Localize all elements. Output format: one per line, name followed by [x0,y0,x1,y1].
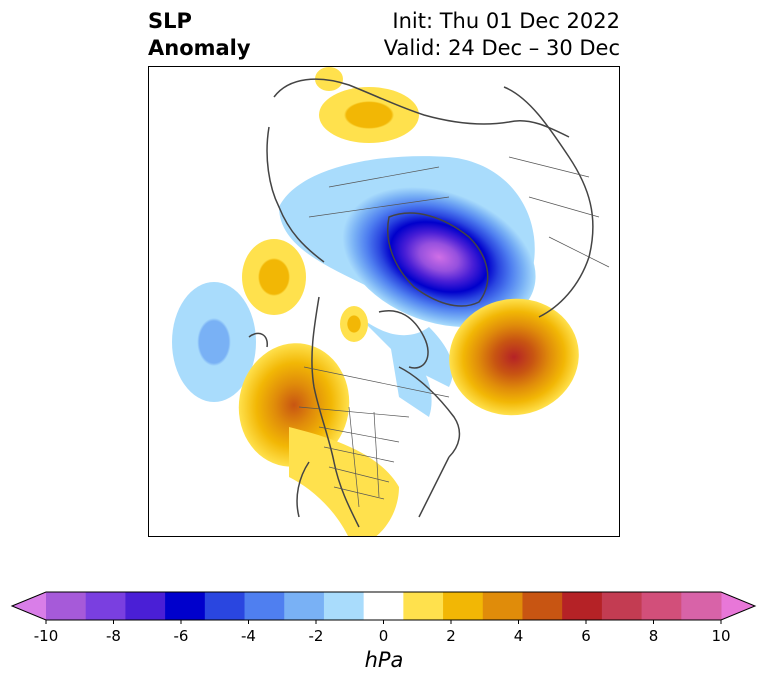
title-line-1: SLP [148,9,192,33]
colorbar-units: hPa [364,648,404,672]
init-date: Init: Thu 01 Dec 2022 [392,9,620,33]
colorbar-segment [204,592,246,620]
colorbar-tick-label: -10 [33,627,59,645]
colorbar-tick-label: 0 [378,627,389,645]
colorbar-tick-label: 4 [513,627,524,645]
colorbar-segment [244,592,285,620]
colorbar-tick-label: 2 [446,627,456,645]
valid-dates: Valid: 24 Dec – 30 Dec [383,36,620,60]
colorbar-segment [482,592,523,620]
positive-anomaly-siberia [315,67,419,143]
colorbar-segment [443,592,484,620]
colorbar-segment [522,592,563,620]
anomaly-map [172,67,610,536]
colorbar-segment [323,592,365,620]
positive-anomaly-alaska [242,239,368,342]
colorbar-segment [125,592,166,620]
positive-anomaly-pnw [238,343,399,536]
colorbar-tick-label: -4 [241,627,256,645]
map-title: SLP Anomaly [148,8,251,62]
colorbar-tick-label: -8 [106,627,121,645]
colorbar-segment [284,592,325,620]
map-panel [148,66,620,537]
colorbar-segment [165,592,206,620]
borders [298,156,610,508]
positive-anomaly-atlantic [449,298,579,416]
colorbar-tick-label: -6 [173,627,189,645]
colorbar-tick-label: 10 [711,627,731,645]
colorbar-segment [601,592,643,620]
negative-anomaly-pacific [172,282,256,402]
colorbar-segment [562,592,603,620]
colorbar [0,580,768,680]
negative-anomaly-arctic [279,156,536,417]
colorbar-segment [363,592,404,620]
colorbar-tick-label: 8 [648,627,659,645]
colorbar-segment [681,592,722,620]
colorbar-extend-max [721,592,755,620]
title-line-2: Anomaly [148,36,251,60]
forecast-dates: Init: Thu 01 Dec 2022 Valid: 24 Dec – 30… [384,8,620,62]
colorbar-segment [46,592,87,620]
colorbar-extend-min [12,592,46,620]
colorbar-graphic [10,591,757,625]
colorbar-segment [85,592,126,620]
coastlines [248,78,594,528]
colorbar-tick-label: -2 [308,627,324,645]
colorbar-segment [641,592,682,620]
colorbar-tick-label: 6 [581,627,591,645]
colorbar-segment [403,592,444,620]
